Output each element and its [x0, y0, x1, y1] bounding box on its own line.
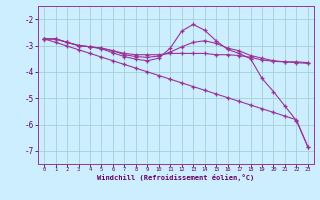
- X-axis label: Windchill (Refroidissement éolien,°C): Windchill (Refroidissement éolien,°C): [97, 174, 255, 181]
